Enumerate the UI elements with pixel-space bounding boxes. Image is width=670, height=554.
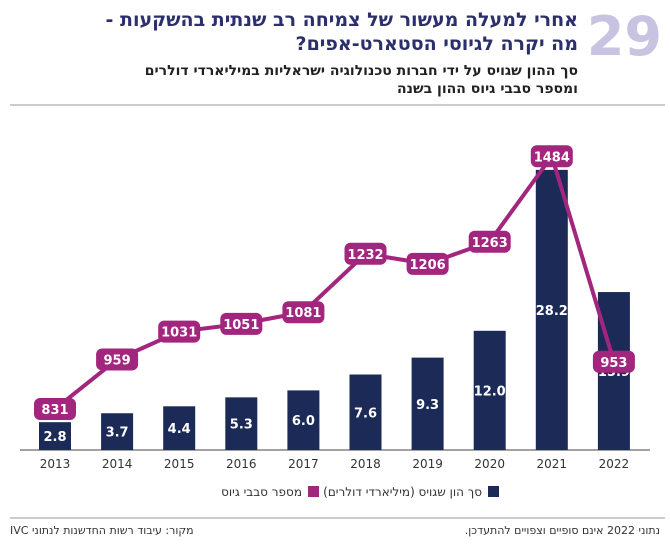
- x-tick-label: 2014: [102, 457, 133, 471]
- bar-value-label: 9.3: [416, 398, 439, 413]
- bar-value-label: 3.7: [106, 426, 129, 441]
- x-tick-label: 2021: [537, 457, 568, 471]
- chart-number: 29: [586, 5, 662, 68]
- bar: [535, 169, 568, 450]
- bar-value-label: 4.4: [168, 422, 191, 437]
- point-label-box: [34, 397, 76, 420]
- point-label-box: [220, 312, 263, 335]
- title-line: מה יקרה לגיוסי הסטארט-אפים?: [295, 33, 578, 55]
- bar: [473, 330, 506, 450]
- point-label: 1206: [410, 258, 446, 273]
- x-tick-label: 2018: [350, 457, 381, 471]
- point-label: 1263: [472, 236, 508, 251]
- title: אחרי למעלה מעשור של צמיחה רב שנתית בהשקע…: [8, 8, 579, 56]
- bar-value-label: 12.0: [474, 384, 506, 399]
- point-label-box: [344, 242, 387, 265]
- point-label-box: [158, 320, 201, 343]
- point-label: 953: [600, 356, 627, 371]
- x-tick-label: 2017: [288, 457, 319, 471]
- legend-label: מספר סבבי גיוס: [221, 485, 302, 499]
- bar: [101, 413, 134, 450]
- point-label-box: [282, 301, 325, 324]
- point-label-box: [530, 145, 573, 168]
- bar-value-label: 28.2: [536, 304, 568, 319]
- legend-swatch: [488, 486, 499, 497]
- bar: [39, 422, 71, 450]
- bar: [349, 374, 382, 450]
- subtitle: סך ההון שגויס על ידי חברות טכנולוגיה ישר…: [8, 62, 578, 98]
- source: מקור: עיבוד רשות החדשנות לנתוני IVC: [10, 524, 194, 537]
- x-tick-label: 2016: [226, 457, 257, 471]
- bar: [225, 397, 258, 450]
- point-label-box: [592, 350, 635, 373]
- title-line: אחרי למעלה מעשור של צמיחה רב שנתית בהשקע…: [105, 9, 579, 31]
- x-tick-label: 2013: [40, 457, 71, 471]
- legend-swatch: [308, 486, 319, 497]
- point-label: 1081: [285, 306, 321, 321]
- point-label-box: [406, 252, 449, 275]
- bar: [411, 357, 444, 450]
- line: [53, 154, 616, 411]
- point-label-box: [468, 230, 511, 253]
- subtitle-line: סך ההון שגויס על ידי חברות טכנולוגיה ישר…: [144, 63, 578, 79]
- note: נתוני 2022 אינם סופיים וצפויים להתעדכן.: [464, 524, 660, 537]
- point-label: 1232: [347, 248, 383, 263]
- x-tick-label: 2022: [599, 457, 630, 471]
- point-label: 1051: [223, 318, 259, 333]
- point-label: 831: [41, 403, 68, 418]
- x-tick-label: 2019: [412, 457, 443, 471]
- point-label-box: [96, 348, 139, 371]
- bar: [163, 406, 196, 450]
- bar-value-label: 6.0: [292, 414, 315, 429]
- x-tick-label: 2015: [164, 457, 195, 471]
- bar-value-label: 7.6: [354, 406, 377, 421]
- x-tick-label: 2020: [474, 457, 505, 471]
- bar: [287, 390, 320, 450]
- point-label: 959: [104, 353, 131, 368]
- subtitle-line: ומספר סבבי גיוס ההון בשנה: [397, 81, 578, 97]
- point-label: 1484: [534, 150, 570, 165]
- legend-label: סך הון שגויס (מיליארדי דולרים): [323, 485, 482, 499]
- bar-value-label: 2.8: [43, 430, 66, 445]
- point-label: 1031: [161, 326, 197, 341]
- bar-value-label: 5.3: [230, 418, 253, 433]
